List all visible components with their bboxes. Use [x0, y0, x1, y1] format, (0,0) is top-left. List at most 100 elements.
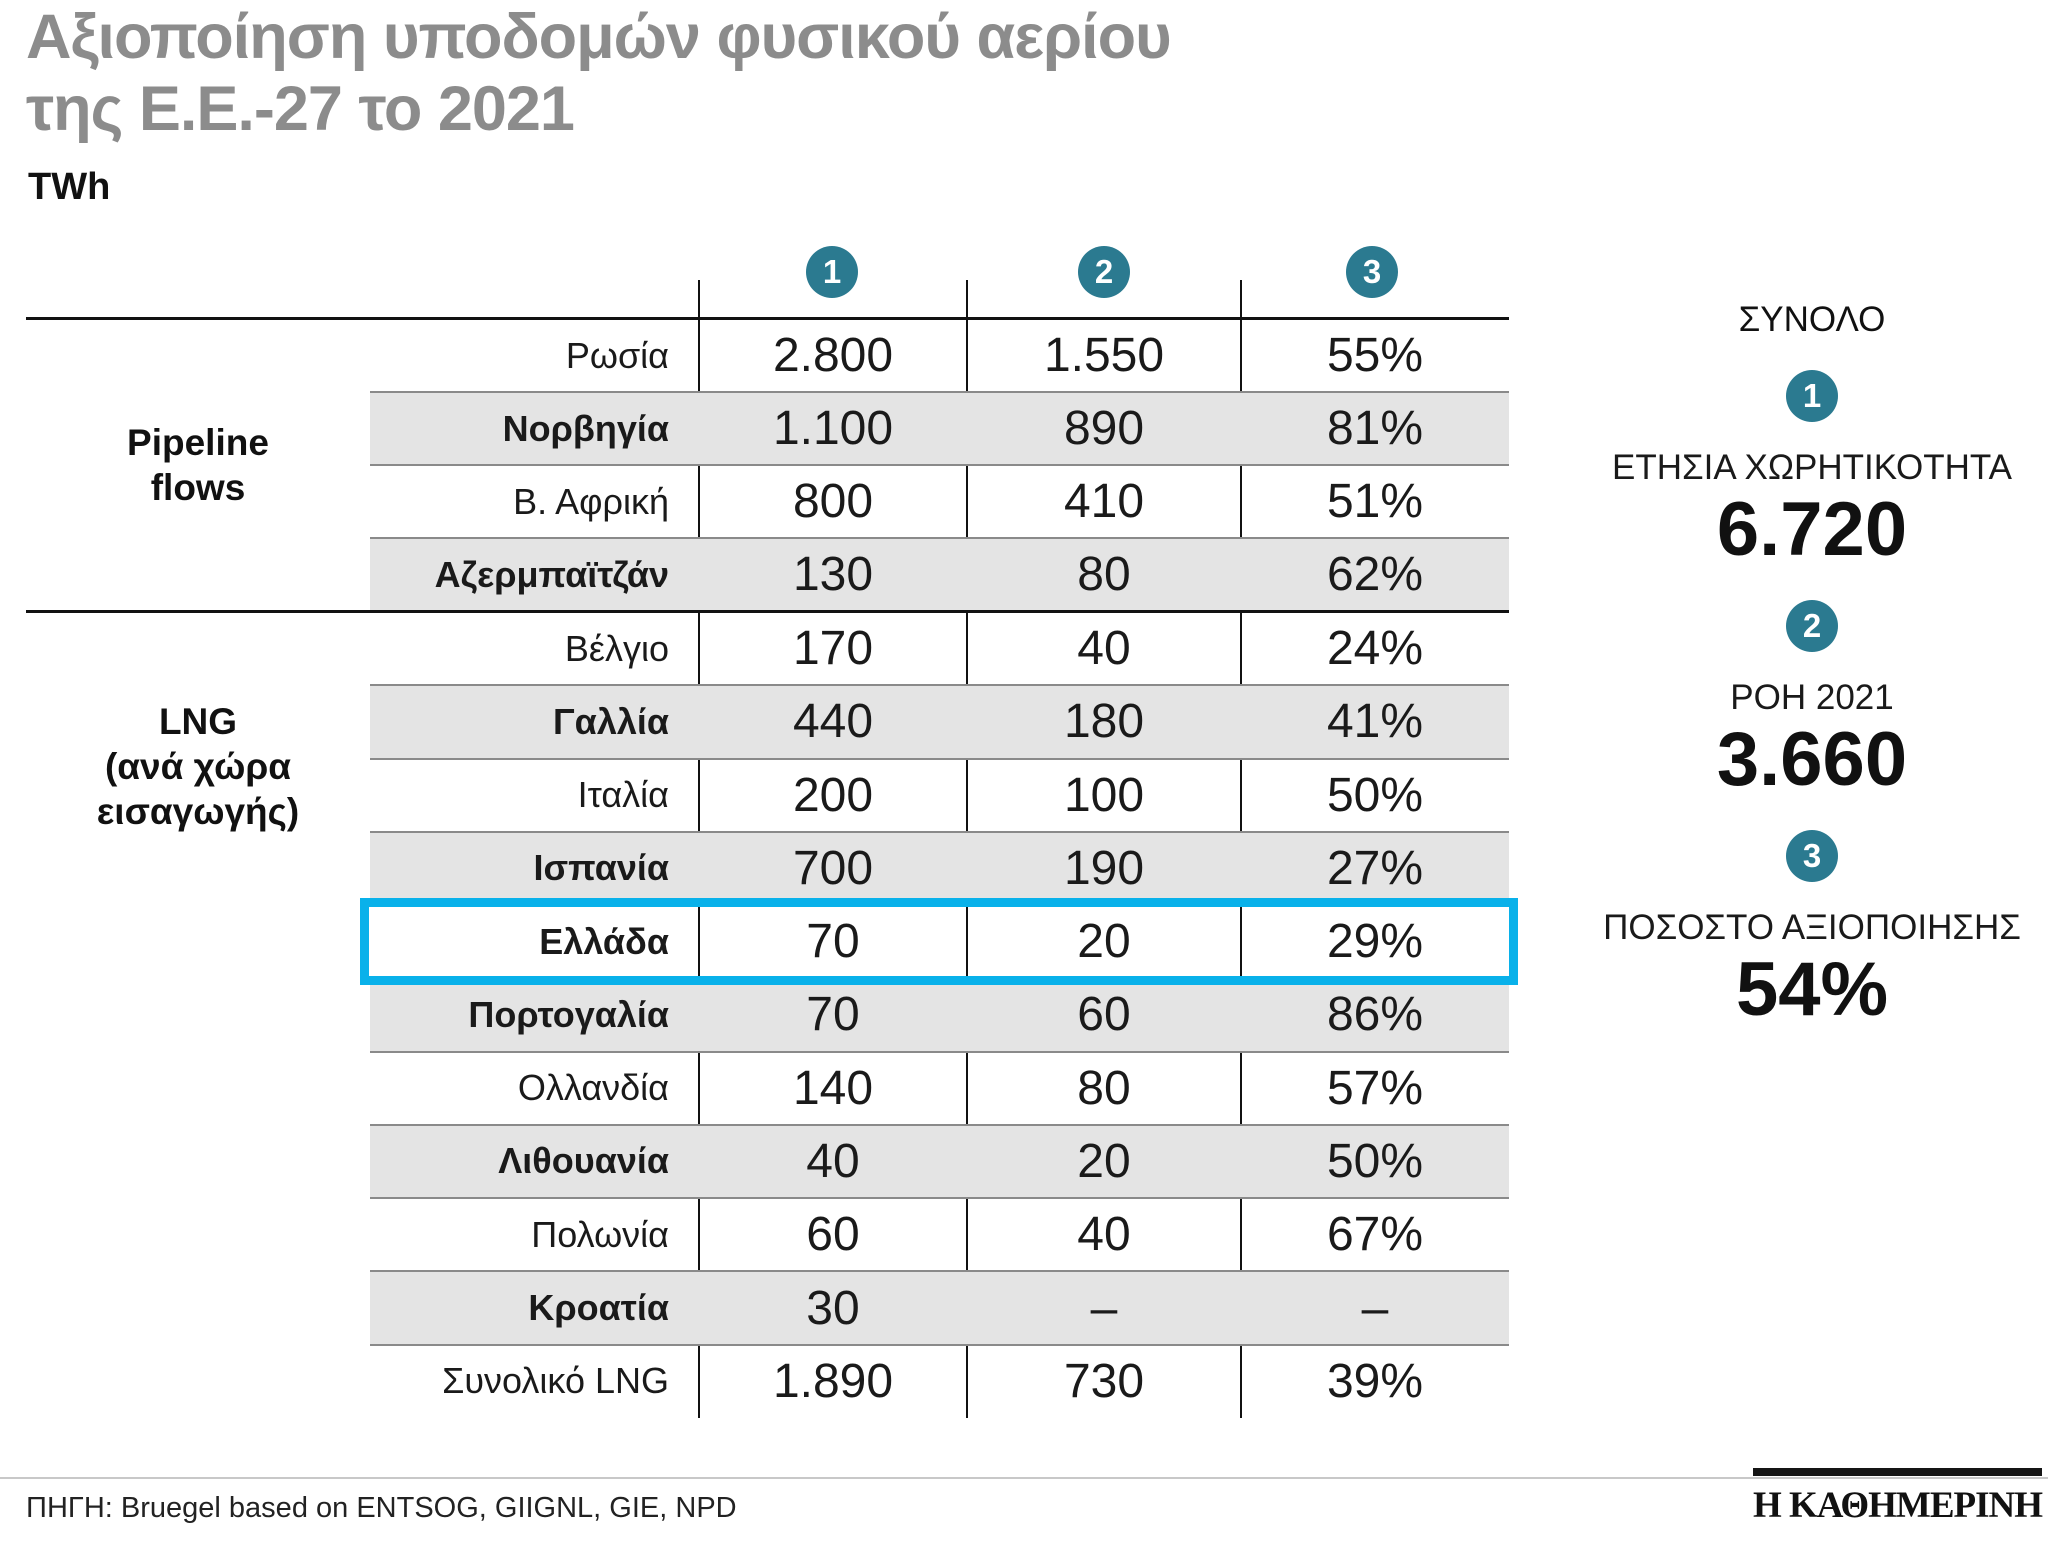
country-cell: Ελλάδα: [539, 920, 669, 962]
table-row: Αζερμπαϊτζάν 130 80 62%: [370, 539, 1509, 610]
table-row: Κροατία 30 – –: [370, 1272, 1509, 1346]
utilization-cell: 29%: [1326, 915, 1424, 969]
flow-cell: 100: [1063, 768, 1145, 822]
country-cell: Ολλανδία: [517, 1067, 669, 1109]
flow-cell: 1.550: [1043, 329, 1165, 382]
table-row: Λιθουανία 40 20 50%: [370, 1125, 1509, 1200]
capacity-cell: 700: [792, 841, 874, 895]
section-lng: LNG (ανά χώρα εισαγωγής) Βέλγιο 170 40 2…: [26, 613, 1518, 1417]
table-row: Πορτογαλία 70 60 86%: [370, 979, 1509, 1053]
section-divider-rule: [26, 610, 1509, 613]
table-row: Βέλγιο 170 40 24%: [370, 613, 1509, 687]
legend-badge-3: 3: [1786, 829, 1838, 882]
legend-value-utilization: 54%: [1735, 946, 1889, 1032]
utilization-cell: 51%: [1326, 475, 1424, 528]
utilization-cell: –: [1361, 1281, 1389, 1335]
capacity-cell: 200: [792, 768, 874, 822]
column-1-badge: 1: [806, 246, 858, 298]
column-2-badge: 2: [1078, 246, 1130, 298]
flow-cell: 40: [1077, 622, 1131, 676]
country-cell: Πορτογαλία: [468, 993, 669, 1035]
table-row: Ισπανία 700 190 27%: [370, 832, 1509, 907]
legend-value-annual-capacity: 6.720: [1716, 487, 1908, 572]
page-title: Αξιοποίηση υποδομών φυσικού αερίου της Ε…: [26, 2, 1172, 146]
source-credit: ΠΗΓΗ: Bruegel based on ENTSOG, GIIGNL, G…: [26, 1492, 737, 1524]
legend-badge-2: 2: [1786, 599, 1838, 652]
table-row-total-lng: Συνολικό LNG 1.890 730 39%: [370, 1346, 1509, 1417]
legend-label-annual-capacity: ΕΤΗΣΙΑ ΧΩΡΗΤΙΚΟΤΗΤΑ: [1611, 448, 2012, 487]
country-cell: Βέλγιο: [564, 627, 669, 669]
table-row-highlighted-greece: Ελλάδα 70 20 29%: [360, 898, 1518, 986]
capacity-cell: 170: [792, 622, 874, 676]
country-cell: Γαλλία: [553, 700, 669, 742]
capacity-cell: 1.100: [772, 402, 894, 455]
capacity-cell: 30: [806, 1281, 860, 1335]
capacity-cell: 130: [792, 548, 874, 601]
utilization-cell: 57%: [1326, 1061, 1424, 1115]
table-row: Β. Αφρική 800 410 51%: [370, 466, 1509, 539]
flow-cell: 60: [1077, 988, 1131, 1042]
country-cell: Λιθουανία: [498, 1140, 669, 1182]
table-row: Γαλλία 440 180 41%: [370, 686, 1509, 760]
totals-legend: ΣΥΝΟΛΟ 1 ΕΤΗΣΙΑ ΧΩΡΗΤΙΚΟΤΗΤΑ 6.720 2 ΡΟΗ…: [1582, 300, 2042, 1029]
legend-badge-1: 1: [1786, 370, 1838, 422]
flow-cell: 80: [1077, 1061, 1131, 1115]
country-cell: Πολωνία: [531, 1213, 669, 1255]
utilization-cell: 86%: [1326, 988, 1424, 1042]
table-row: Νορβηγία 1.100 890 81%: [370, 393, 1509, 466]
unit-label: TWh: [28, 166, 111, 208]
utilization-cell: 50%: [1326, 768, 1424, 822]
capacity-cell: 40: [806, 1134, 860, 1188]
flow-cell: 180: [1063, 695, 1145, 749]
country-cell: Ισπανία: [533, 847, 669, 889]
country-cell: Ρωσία: [565, 334, 669, 376]
utilization-cell: 24%: [1326, 622, 1424, 676]
flow-cell: 20: [1077, 1134, 1131, 1188]
utilization-cell: 27%: [1326, 841, 1424, 895]
capacity-cell: 800: [792, 475, 874, 528]
totals-heading: ΣΥΝΟΛΟ: [1738, 300, 1886, 339]
country-cell: Β. Αφρική: [513, 480, 669, 522]
capacity-cell: 70: [806, 915, 860, 969]
country-cell: Ιταλία: [577, 774, 669, 816]
utilization-cell: 41%: [1326, 695, 1424, 749]
utilization-cell: 50%: [1326, 1134, 1424, 1188]
utilization-cell: 62%: [1326, 548, 1424, 601]
flow-cell: 190: [1063, 841, 1145, 895]
utilization-cell: 39%: [1326, 1354, 1424, 1408]
legend-value-flow-2021: 3.660: [1716, 716, 1908, 802]
country-cell: Νορβηγία: [502, 407, 669, 449]
flow-cell: 20: [1077, 915, 1131, 969]
flow-cell: 730: [1063, 1354, 1145, 1408]
flow-cell: –: [1090, 1281, 1118, 1335]
flow-cell: 80: [1077, 548, 1131, 601]
table-row: Ολλανδία 140 80 57%: [370, 1053, 1509, 1126]
capacity-cell: 140: [792, 1061, 874, 1115]
flow-cell: 410: [1063, 475, 1145, 528]
legend-label-utilization: ΠΟΣΟΣΤΟ ΑΞΙΟΠΟΙΗΣΗΣ: [1603, 907, 2021, 947]
footer-divider: [0, 1477, 2048, 1479]
capacity-cell: 440: [792, 695, 874, 749]
utilization-cell: 67%: [1326, 1208, 1424, 1262]
page-title-line1: Αξιοποίηση υποδομών φυσικού αερίου: [26, 2, 1172, 72]
column-3-badge: 3: [1346, 246, 1398, 298]
table-row: Ρωσία 2.800 1.550 55%: [370, 320, 1509, 393]
country-cell: Αζερμπαϊτζάν: [434, 553, 669, 595]
flow-cell: 40: [1077, 1208, 1131, 1262]
group-label-lng: LNG (ανά χώρα εισαγωγής): [96, 701, 300, 833]
section-pipeline-flows: Pipeline flows Ρωσία 2.800 1.550 55% Νορ…: [26, 320, 1509, 610]
country-cell: Κροατία: [528, 1287, 669, 1329]
page-title-line2: της Ε.Ε.-27 το 2021: [26, 73, 575, 144]
table-row: Ιταλία 200 100 50%: [370, 760, 1509, 833]
legend-label-flow-2021: ΡΟΗ 2021: [1730, 677, 1894, 717]
capacity-cell: 2.800: [772, 329, 894, 382]
group-label-pipeline: Pipeline flows: [127, 421, 269, 508]
capacity-cell: 60: [806, 1208, 860, 1262]
utilization-cell: 55%: [1326, 329, 1424, 382]
utilization-cell: 81%: [1326, 402, 1424, 455]
country-cell: Συνολικό LNG: [442, 1360, 669, 1402]
table-row: Πολωνία 60 40 67%: [370, 1199, 1509, 1273]
flow-cell: 890: [1063, 402, 1145, 455]
capacity-cell: 1.890: [772, 1354, 894, 1408]
